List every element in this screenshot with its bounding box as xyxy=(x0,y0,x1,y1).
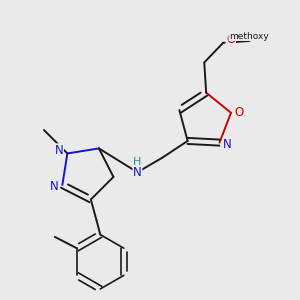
Text: methoxy: methoxy xyxy=(229,32,269,40)
Text: N: N xyxy=(50,180,58,194)
Text: O: O xyxy=(226,33,235,46)
Text: O: O xyxy=(234,106,243,118)
Text: N: N xyxy=(55,144,63,157)
Text: N: N xyxy=(133,166,142,179)
Text: H: H xyxy=(133,157,141,167)
Text: N: N xyxy=(223,138,232,151)
